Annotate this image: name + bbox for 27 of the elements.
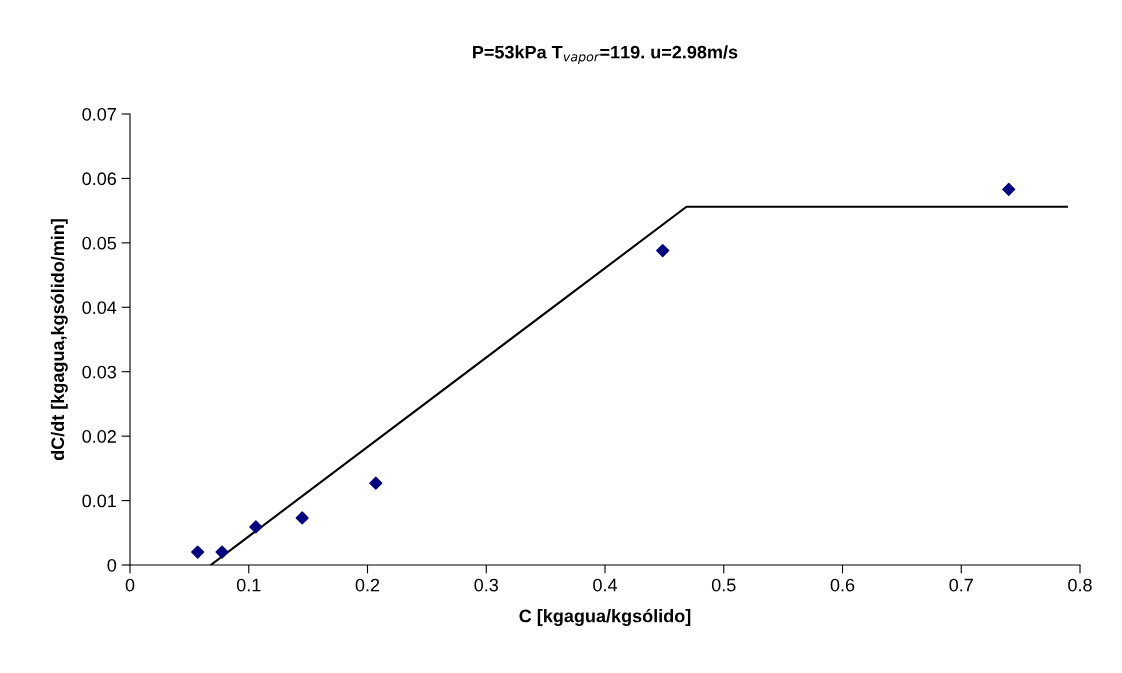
x-tick-label: 0.1 bbox=[236, 578, 261, 592]
point bbox=[249, 520, 263, 534]
x-tick-label: 0.6 bbox=[830, 578, 855, 592]
y-tick-label: 0.04 bbox=[82, 301, 117, 315]
y-tick-label: 0.06 bbox=[82, 172, 117, 186]
chart-title: P=53kPa T$_{vapor}$=119. u=2.98m/s bbox=[473, 45, 738, 64]
point bbox=[1002, 182, 1016, 196]
x-tick-label: 0.3 bbox=[474, 578, 499, 592]
point bbox=[369, 476, 383, 490]
y-tick-label: 0.03 bbox=[82, 365, 117, 379]
point bbox=[656, 244, 670, 258]
point bbox=[191, 545, 205, 559]
x-tick-label: 0.8 bbox=[1068, 578, 1092, 592]
y-axis-title: dC/dt [kgagua,kgsólido/min] bbox=[50, 219, 68, 461]
y-tick-label: 0 bbox=[107, 558, 117, 572]
x-tick-label: 0.7 bbox=[949, 578, 973, 592]
x-tick-label: 0.2 bbox=[355, 578, 380, 592]
point bbox=[295, 511, 309, 525]
point bbox=[215, 545, 229, 559]
y-tick-label: 0.02 bbox=[82, 430, 116, 443]
y-tick-label: 0.07 bbox=[82, 107, 116, 121]
x-tick-label: 0 bbox=[125, 578, 135, 592]
x-axis-title: C [kgagua/kgsólido] bbox=[519, 608, 691, 626]
y-tick-label: 0.01 bbox=[82, 494, 116, 508]
y-tick-label: 0.05 bbox=[82, 236, 117, 250]
x-tick-label: 0.4 bbox=[593, 578, 618, 592]
x-tick-label: 0.5 bbox=[711, 578, 736, 592]
